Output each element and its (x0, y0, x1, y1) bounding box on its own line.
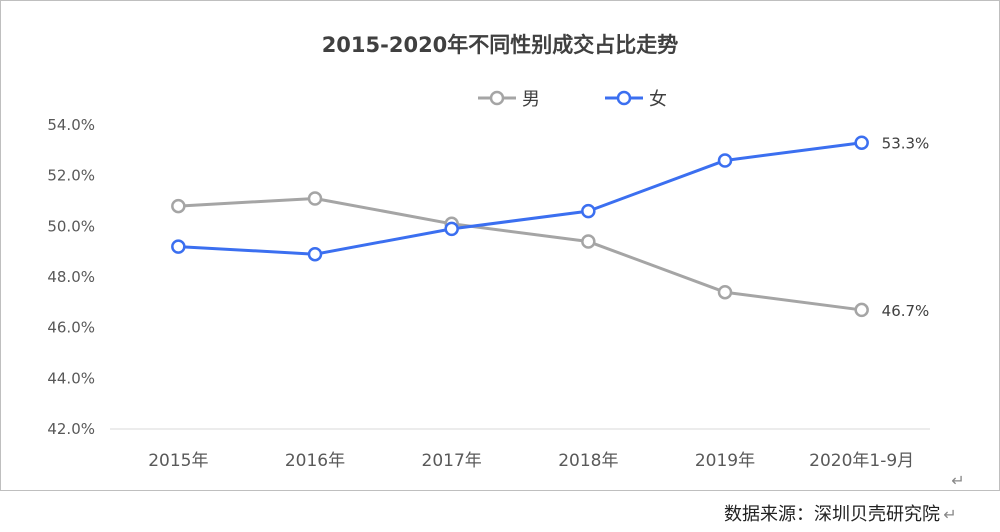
series-line-0 (178, 196, 862, 312)
data-point (717, 284, 733, 300)
y-tick-label: 46.0% (47, 319, 95, 337)
data-point (854, 302, 869, 318)
y-tick-label: 44.0% (47, 369, 95, 387)
data-point (444, 221, 459, 237)
legend: 男女 (478, 89, 667, 110)
data-point (581, 203, 596, 219)
data-point (581, 234, 596, 249)
legend-marker (616, 90, 632, 106)
y-tick-label: 52.0% (47, 167, 95, 185)
x-axis: 2015年 2016年 2017年 2018年 2019年 2020年1-9月 (110, 428, 930, 471)
x-tick-label: 2018年 (558, 451, 618, 471)
data-label: 46.7% (882, 302, 930, 320)
source-note: 数据来源：深圳贝壳研究院 (724, 504, 940, 525)
data-point (307, 246, 323, 262)
y-tick-label: 48.0% (47, 268, 95, 286)
paragraph-mark: ↵ (951, 471, 964, 490)
data-label: 53.3% (882, 135, 930, 153)
series-layer: 46.7% 53.3% (171, 135, 930, 320)
data-point (854, 135, 869, 150)
y-axis: 54.0% 52.0% 50.0% 48.0% 46.0% 44.0% 42.0% (47, 116, 95, 438)
legend-marker (489, 90, 505, 106)
x-tick-label: 2015年 (148, 451, 208, 471)
y-tick-label: 54.0% (47, 116, 95, 134)
legend-label: 男 (522, 89, 540, 110)
y-tick-label: 42.0% (47, 420, 95, 438)
legend-label: 女 (649, 89, 667, 110)
y-tick-label: 50.0% (47, 217, 95, 235)
x-tick-label: 2017年 (422, 451, 482, 471)
data-point (307, 191, 323, 206)
chart-title: 2015-2020年不同性别成交占比走势 (322, 33, 679, 57)
data-point (171, 239, 186, 254)
x-tick-label: 2016年 (285, 451, 345, 471)
x-tick-label: 2019年 (695, 451, 755, 471)
data-point (717, 153, 733, 168)
x-tick-label: 2020年1-9月 (809, 451, 914, 471)
chart-border (0, 0, 1000, 491)
series-line-1 (178, 141, 862, 256)
paragraph-mark: ↵ (943, 505, 956, 524)
data-point (171, 198, 186, 214)
